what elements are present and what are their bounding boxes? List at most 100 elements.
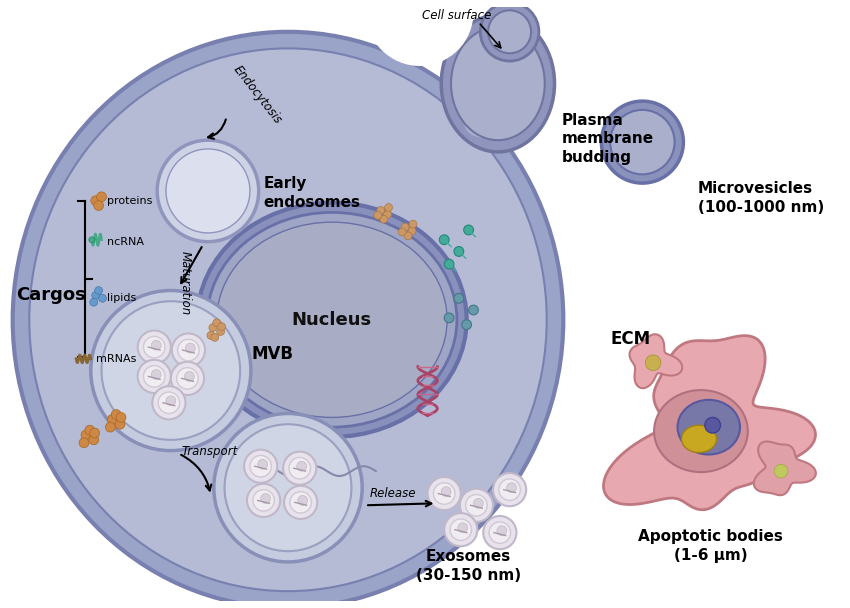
- Text: Endocytosis: Endocytosis: [230, 63, 284, 126]
- Circle shape: [450, 519, 472, 541]
- Circle shape: [473, 499, 484, 508]
- Circle shape: [458, 523, 468, 533]
- Circle shape: [152, 386, 185, 420]
- Circle shape: [172, 333, 205, 367]
- Ellipse shape: [654, 390, 748, 472]
- Circle shape: [184, 371, 195, 381]
- Text: ncRNA: ncRNA: [107, 237, 144, 247]
- Text: Cargos: Cargos: [16, 286, 86, 305]
- Circle shape: [774, 465, 788, 478]
- Circle shape: [602, 101, 683, 183]
- Circle shape: [445, 259, 454, 269]
- Text: Microvesicles
(100-1000 nm): Microvesicles (100-1000 nm): [698, 181, 824, 215]
- Circle shape: [399, 228, 406, 236]
- Circle shape: [441, 487, 451, 497]
- Polygon shape: [630, 334, 683, 388]
- Circle shape: [404, 232, 412, 240]
- Text: Early
endosomes: Early endosomes: [264, 176, 360, 210]
- Circle shape: [380, 215, 388, 223]
- Circle shape: [705, 418, 721, 433]
- Text: Nucleus: Nucleus: [292, 311, 372, 329]
- Circle shape: [116, 413, 126, 423]
- Circle shape: [434, 483, 455, 504]
- Circle shape: [488, 10, 531, 54]
- Text: MVB: MVB: [252, 345, 294, 363]
- Circle shape: [138, 331, 171, 364]
- Text: Plasma
membrane
budding: Plasma membrane budding: [561, 113, 654, 165]
- Circle shape: [101, 301, 241, 440]
- Polygon shape: [604, 336, 815, 510]
- Circle shape: [111, 410, 121, 420]
- Ellipse shape: [29, 49, 547, 591]
- Circle shape: [454, 294, 464, 303]
- Circle shape: [166, 396, 176, 406]
- Circle shape: [211, 333, 218, 341]
- Text: Cell surface: Cell surface: [422, 9, 491, 22]
- Circle shape: [383, 210, 392, 218]
- Circle shape: [92, 291, 99, 299]
- Text: Release: Release: [369, 487, 416, 500]
- Circle shape: [91, 291, 251, 451]
- Circle shape: [283, 452, 316, 485]
- Circle shape: [374, 212, 382, 219]
- Circle shape: [499, 479, 520, 500]
- Circle shape: [489, 522, 511, 544]
- Circle shape: [158, 392, 179, 413]
- Circle shape: [252, 489, 275, 511]
- Circle shape: [462, 320, 472, 330]
- Ellipse shape: [459, 107, 513, 142]
- Circle shape: [144, 365, 165, 387]
- Circle shape: [408, 227, 416, 235]
- Circle shape: [105, 423, 116, 432]
- Circle shape: [480, 2, 539, 61]
- Circle shape: [445, 313, 454, 323]
- Circle shape: [217, 328, 224, 336]
- Text: lipids: lipids: [107, 293, 137, 303]
- Circle shape: [468, 305, 479, 315]
- Circle shape: [298, 496, 308, 505]
- Circle shape: [401, 223, 409, 231]
- Ellipse shape: [677, 400, 740, 455]
- Ellipse shape: [441, 15, 554, 152]
- Circle shape: [185, 344, 196, 353]
- Ellipse shape: [445, 81, 493, 139]
- Ellipse shape: [207, 212, 457, 427]
- Circle shape: [178, 339, 199, 361]
- Circle shape: [484, 516, 517, 549]
- Ellipse shape: [451, 27, 545, 140]
- Circle shape: [454, 247, 464, 257]
- Circle shape: [493, 473, 526, 506]
- Circle shape: [97, 192, 106, 202]
- Ellipse shape: [465, 111, 507, 138]
- Polygon shape: [754, 441, 816, 495]
- Circle shape: [507, 483, 517, 492]
- Circle shape: [218, 323, 225, 331]
- Circle shape: [209, 323, 217, 331]
- Text: mRNAs: mRNAs: [96, 354, 136, 364]
- Circle shape: [144, 336, 165, 358]
- Circle shape: [157, 140, 258, 242]
- Circle shape: [244, 450, 277, 483]
- Circle shape: [464, 225, 473, 235]
- Circle shape: [385, 204, 393, 212]
- Circle shape: [81, 430, 91, 440]
- Circle shape: [166, 149, 250, 233]
- Circle shape: [107, 415, 117, 424]
- Circle shape: [297, 461, 307, 471]
- Circle shape: [212, 319, 221, 326]
- Circle shape: [90, 299, 98, 306]
- Circle shape: [85, 425, 94, 435]
- Circle shape: [89, 435, 99, 445]
- Circle shape: [224, 424, 351, 551]
- Circle shape: [214, 413, 362, 562]
- Circle shape: [138, 360, 171, 393]
- Circle shape: [460, 489, 493, 522]
- Circle shape: [290, 492, 311, 513]
- Text: Apoptotic bodies
(1-6 μm): Apoptotic bodies (1-6 μm): [638, 530, 783, 563]
- Circle shape: [610, 110, 675, 174]
- Circle shape: [428, 477, 461, 510]
- Circle shape: [177, 368, 198, 389]
- Circle shape: [645, 355, 661, 370]
- Circle shape: [90, 428, 99, 438]
- Text: Exosomes
(30-150 nm): Exosomes (30-150 nm): [416, 549, 521, 582]
